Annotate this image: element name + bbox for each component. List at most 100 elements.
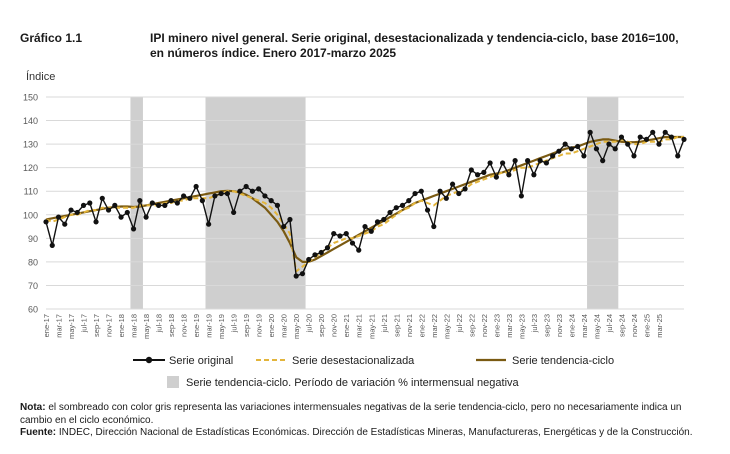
series-original-point <box>424 207 431 213</box>
series-original-point <box>218 190 224 197</box>
y-tick-label: 110 <box>24 187 38 197</box>
x-tick-label: nov-21 <box>405 314 414 337</box>
x-tick-label: may-19 <box>217 314 226 339</box>
series-original-point <box>93 219 99 225</box>
x-tick-label: mar-18 <box>130 314 139 338</box>
x-tick-label: ene-20 <box>267 314 276 337</box>
legend-original-marker <box>145 356 153 364</box>
x-tick-label: mar-23 <box>505 314 514 338</box>
series-original-point <box>668 134 675 140</box>
series-original-point <box>531 172 537 178</box>
series-original-point <box>99 195 105 201</box>
x-tick-label: sep-22 <box>467 314 476 337</box>
series-original-point <box>74 209 80 216</box>
series-original-point <box>118 214 124 220</box>
x-tick-label: mar-24 <box>580 314 589 338</box>
legend-tendencia-label: Serie tendencia-ciclo <box>512 355 614 367</box>
series-original-point <box>130 226 137 232</box>
series-original-point <box>387 209 393 216</box>
series-original-point <box>331 231 337 237</box>
series-original-point <box>343 231 349 237</box>
series-original-point <box>393 205 399 211</box>
fuente-label: Fuente: <box>20 427 57 438</box>
nota-text: el sombreado con color gris representa l… <box>20 402 682 426</box>
series-original-point <box>231 209 237 216</box>
x-tick-label: nov-20 <box>330 314 339 337</box>
y-tick-label: 140 <box>23 116 38 126</box>
series-original-point <box>287 216 293 223</box>
series-original-point <box>212 193 218 199</box>
series-original-point <box>356 247 362 253</box>
series-original-point <box>281 223 287 230</box>
series-original-point <box>556 148 562 154</box>
series-original-point <box>362 223 368 230</box>
series-original-point <box>449 181 456 187</box>
x-tick-label: may-24 <box>592 314 601 339</box>
series-original-point <box>249 188 256 194</box>
x-tick-label: jul-23 <box>530 314 539 333</box>
series-original-point <box>243 183 249 190</box>
series-original-point <box>493 174 499 180</box>
series-original-point <box>112 202 118 208</box>
series-original-point <box>324 245 331 251</box>
series <box>43 129 687 279</box>
y-tick-label: 80 <box>28 257 38 267</box>
nota-label: Nota: <box>20 402 46 413</box>
series-original-point <box>575 143 581 150</box>
fuente-line: Fuente: INDEC, Dirección Nacional de Est… <box>20 427 710 440</box>
series-original-point <box>124 209 130 216</box>
series-original-point <box>437 188 443 194</box>
series-original-point <box>381 216 387 223</box>
x-tick-label: nov-19 <box>255 314 264 337</box>
series-original-point <box>155 202 162 208</box>
x-tick-label: jul-18 <box>155 314 164 333</box>
series-original-point <box>137 198 143 204</box>
legend: Serie original Serie desestacionalizada … <box>133 355 614 389</box>
series-original-point <box>543 160 549 166</box>
x-tick-label: sep-24 <box>617 314 626 337</box>
series-original-point <box>431 223 437 230</box>
x-tick-label: ene-24 <box>567 314 576 337</box>
series-original-point <box>525 158 531 164</box>
series-desest-line <box>45 136 684 274</box>
series-original-point <box>537 158 543 164</box>
series-original-point <box>618 134 625 140</box>
x-tick-label: may-23 <box>517 314 526 339</box>
series-original-point <box>187 195 193 201</box>
series-original-point <box>631 153 637 159</box>
x-tick-label: jul-17 <box>80 314 89 333</box>
x-tick-label: mar-17 <box>55 314 64 338</box>
x-tick-label: mar-21 <box>355 314 364 338</box>
x-tick-label: mar-25 <box>655 314 664 338</box>
series-original-point <box>512 158 518 164</box>
x-tick-label: nov-17 <box>105 314 114 337</box>
series-original-point <box>593 146 600 152</box>
series-original-point <box>625 141 631 147</box>
series-original-point <box>500 160 506 166</box>
series-original-point <box>662 129 668 135</box>
series-original-point <box>87 200 93 206</box>
y-tick-label: 70 <box>28 281 38 291</box>
x-tick-label: sep-23 <box>542 314 551 337</box>
series-original-point <box>256 186 262 192</box>
series-original-point <box>149 200 155 206</box>
series-original-point <box>456 190 462 197</box>
legend-original-label: Serie original <box>169 355 233 367</box>
x-tick-label: nov-24 <box>630 314 639 337</box>
series-original-point <box>262 193 268 199</box>
x-tick-label: mar-20 <box>280 314 289 338</box>
series-original-point <box>368 228 374 234</box>
x-tick-label: ene-18 <box>117 314 126 337</box>
series-original-point <box>374 219 381 225</box>
series-original-point <box>587 129 593 135</box>
series-original-point <box>237 188 243 194</box>
series-original-point <box>174 200 180 206</box>
x-tick-label: mar-22 <box>430 314 439 338</box>
x-tick-label: ene-21 <box>342 314 351 337</box>
y-axis: 60 70 80 90 100 110 120 130 140 150 <box>23 93 38 315</box>
notes: Nota: el sombreado con color gris repres… <box>20 402 710 440</box>
series-original-point <box>468 167 474 173</box>
series-original-point <box>206 221 212 227</box>
x-tick-label: may-22 <box>442 314 451 339</box>
y-tick-label: 130 <box>23 140 38 150</box>
